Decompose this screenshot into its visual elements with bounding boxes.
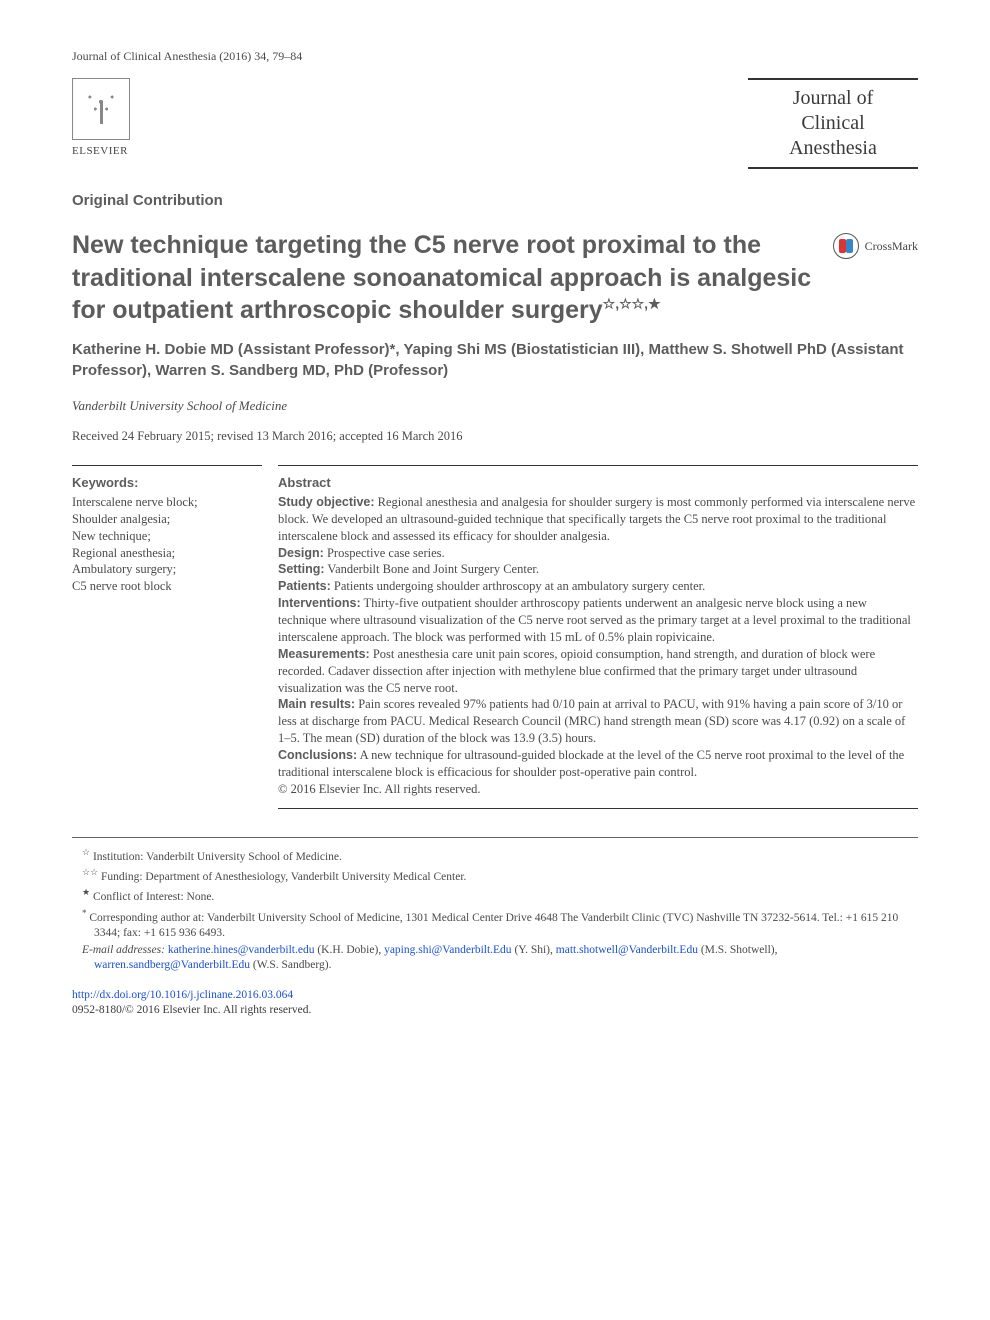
email-paren: (K.H. Dobie) [317,944,378,956]
journal-name-line: Anesthesia [758,136,908,161]
article-title: New technique targeting the C5 nerve roo… [72,229,813,327]
keyword: Regional anesthesia; [72,545,262,562]
email-paren: (M.S. Shotwell) [701,944,775,956]
abs-text: Regional anesthesia and analgesia for sh… [278,495,915,543]
keyword: Ambulatory surgery; [72,561,262,578]
footnote-emails: E-mail addresses: katherine.hines@vander… [72,943,918,974]
abs-label: Main results: [278,697,355,711]
email-paren: (Y. Shi) [514,944,550,956]
footnote-institution: ☆ Institution: Vanderbilt University Sch… [72,846,918,865]
abs-label: Patients: [278,579,331,593]
journal-name-box: Journal of Clinical Anesthesia [748,78,918,169]
abstract-column: Abstract Study objective: Regional anest… [278,465,918,808]
abs-text: Prospective case series. [324,546,445,560]
footnote-funding: ☆☆ Funding: Department of Anesthesiology… [72,866,918,885]
abs-label: Design: [278,546,324,560]
abs-text: Patients undergoing shoulder arthroscopy… [331,579,705,593]
history-dates: Received 24 February 2015; revised 13 Ma… [72,428,918,445]
email-link[interactable]: yaping.shi@Vanderbilt.Edu [384,944,512,956]
doi-link[interactable]: http://dx.doi.org/10.1016/j.jclinane.201… [72,989,293,1001]
title-text: New technique targeting the C5 nerve roo… [72,231,811,324]
footnote-rule [72,837,918,838]
abstract-wrap: Keywords: Interscalene nerve block; Shou… [72,465,918,808]
email-paren: (W.S. Sandberg) [253,959,329,971]
abs-label: Conclusions: [278,748,357,762]
keywords-column: Keywords: Interscalene nerve block; Shou… [72,465,262,808]
publisher-logo-block: ELSEVIER [72,78,130,159]
keyword: Interscalene nerve block; [72,494,262,511]
fn-mark: ☆ [82,847,90,857]
fn-text: Corresponding author at: Vanderbilt Univ… [89,912,898,940]
header-row: ELSEVIER Journal of Clinical Anesthesia [72,78,918,169]
keyword: New technique; [72,528,262,545]
fn-mark: ★ [82,887,90,897]
abstract-body: Study objective: Regional anesthesia and… [278,494,918,798]
email-link[interactable]: matt.shotwell@Vanderbilt.Edu [556,944,698,956]
crossmark-label: CrossMark [865,238,918,254]
running-head: Journal of Clinical Anesthesia (2016) 34… [72,48,918,64]
issn-copyright: 0952-8180/© 2016 Elsevier Inc. All right… [72,1004,311,1016]
keywords-heading: Keywords: [72,474,262,492]
abs-label: Setting: [278,562,325,576]
crossmark-widget[interactable]: CrossMark [833,233,918,259]
title-row: New technique targeting the C5 nerve roo… [72,229,918,327]
keywords-list: Interscalene nerve block; Shoulder analg… [72,494,262,595]
abs-text: Vanderbilt Bone and Joint Surgery Center… [325,562,539,576]
email-link[interactable]: katherine.hines@vanderbilt.edu [168,944,315,956]
affiliation: Vanderbilt University School of Medicine [72,397,918,415]
article-type: Original Contribution [72,191,918,211]
publisher-name: ELSEVIER [72,144,128,159]
emails-label: E-mail addresses: [82,944,165,956]
keyword: Shoulder analgesia; [72,511,262,528]
fn-mark: ☆☆ [82,867,98,877]
abs-text: Thirty-five outpatient shoulder arthrosc… [278,596,911,644]
footnotes: ☆ Institution: Vanderbilt University Sch… [72,846,918,974]
abs-label: Study objective: [278,495,375,509]
abs-text: Pain scores revealed 97% patients had 0/… [278,697,905,745]
title-footnote-marks: ☆,☆☆,★ [603,296,661,312]
fn-text: Funding: Department of Anesthesiology, V… [101,871,466,883]
footnote-corresponding: * Corresponding author at: Vanderbilt Un… [72,907,918,942]
doi-block: http://dx.doi.org/10.1016/j.jclinane.201… [72,988,918,1019]
abs-label: Measurements: [278,647,370,661]
authors: Katherine H. Dobie MD (Assistant Profess… [72,339,918,381]
fn-mark: * [82,908,87,918]
keyword: C5 nerve root block [72,578,262,595]
journal-name-line: Journal of [758,86,908,111]
elsevier-tree-icon [72,78,130,140]
crossmark-icon [833,233,859,259]
email-link[interactable]: warren.sandberg@Vanderbilt.Edu [94,959,250,971]
fn-text: Conflict of Interest: None. [93,891,214,903]
abstract-heading: Abstract [278,474,918,492]
fn-text: Institution: Vanderbilt University Schoo… [93,850,342,862]
footnote-coi: ★ Conflict of Interest: None. [72,886,918,905]
abs-label: Interventions: [278,596,361,610]
abs-text: A new technique for ultrasound-guided bl… [278,748,904,779]
journal-name-line: Clinical [758,111,908,136]
abstract-copyright: © 2016 Elsevier Inc. All rights reserved… [278,781,918,798]
